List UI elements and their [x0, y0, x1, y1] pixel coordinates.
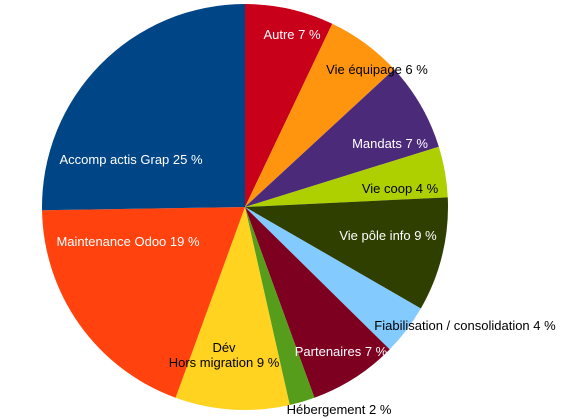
pie-slice-accomp-actis-grap [42, 4, 246, 211]
slice-label: Vie équipage 6 % [326, 62, 428, 77]
slice-label: Partenaires 7 % [295, 344, 388, 359]
slice-label: Vie pôle info 9 % [339, 228, 437, 243]
pie-slice-hébergement [245, 207, 315, 406]
pie-slice-maintenance-odoo [42, 207, 245, 398]
slice-label-line: Dév [212, 340, 236, 355]
pie-slice-vie-pôle-info [245, 197, 448, 309]
slice-label: Accomp actis Grap 25 % [59, 152, 202, 167]
slice-label: Fiabilisation / consolidation 4 % [374, 318, 556, 333]
pie-slice-mandats [245, 69, 439, 207]
slice-label: Maintenance Odoo 19 % [56, 234, 200, 249]
slice-label: Hébergement 2 % [287, 402, 392, 417]
slice-label: Dév Hors migration 9 % [169, 340, 280, 370]
slice-label: Mandats 7 % [352, 136, 428, 151]
pie-slice-partenaires [245, 207, 390, 398]
slice-label: Autre 7 % [263, 27, 321, 42]
pie-slice-vie-équipage [245, 23, 395, 208]
pie-slices [42, 4, 448, 410]
slice-label: Vie coop 4 % [362, 181, 439, 196]
pie-slice-autre [245, 4, 333, 207]
slice-label-line: Hors migration 9 % [169, 355, 280, 370]
pie-slice-dév-hors-migration [175, 207, 290, 410]
pie-slice-vie-coop [245, 146, 448, 207]
pie-labels: Autre 7 % Vie équipage 6 % Mandats 7 % Vie … [56, 27, 556, 417]
pie-slice-fiabilisation-consolidation [245, 207, 421, 350]
